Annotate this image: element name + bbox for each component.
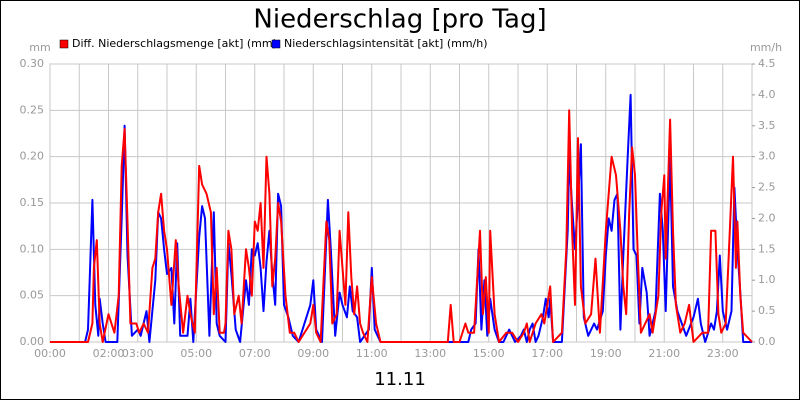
y-tick-label: 0.05 [20,289,45,302]
x-tick-label: 11:00 [356,347,388,360]
legend-swatch [271,39,281,49]
y2-tick-label: 1.5 [758,242,776,255]
y2-tick-label: 0.5 [758,304,776,317]
x-tick-label: 17:00 [531,347,563,360]
x-tick-label: 02:00 [93,347,125,360]
y-tick-label: 0.15 [20,196,45,209]
y2-tick-label: 2.0 [758,211,776,224]
y2-tick-label: 4.5 [758,57,776,70]
x-tick-label: 21:00 [648,347,680,360]
x-axis-label: 11.11 [374,369,426,390]
series-line [50,109,753,343]
y-tick-label: 0.20 [20,150,45,163]
y2-tick-label: 0.0 [758,335,776,348]
y-axis-label: mm [29,41,50,54]
y2-tick-label: 2.5 [758,181,776,194]
legend-label: Niederschlagsintensität [akt] (mm/h) [284,37,488,50]
y2-tick-label: 1.0 [758,273,776,286]
legend-swatch [59,39,69,49]
x-tick-label: 09:00 [297,347,329,360]
y2-tick-label: 3.5 [758,119,776,132]
x-tick-label: 07:00 [239,347,271,360]
y-tick-label: 0.00 [20,335,45,348]
x-tick-label: 15:00 [473,347,505,360]
legend-label: Diff. Niederschlagsmenge [akt] (mm) [72,37,277,50]
x-tick-label: 05:00 [180,347,212,360]
x-tick-label: 19:00 [590,347,622,360]
x-tick-label: 13:00 [414,347,446,360]
x-tick-label: 03:00 [122,347,154,360]
y2-axis-label: mm/h [750,41,782,54]
y-tick-label: 0.30 [20,57,45,70]
y-tick-label: 0.10 [20,242,45,255]
y-tick-label: 0.25 [20,103,45,116]
y2-tick-label: 3.0 [758,150,776,163]
x-tick-label: 23:00 [707,347,739,360]
y2-tick-label: 4.0 [758,88,776,101]
chart-title: Niederschlag [pro Tag] [253,5,546,35]
x-tick-label: 00:00 [34,347,66,360]
